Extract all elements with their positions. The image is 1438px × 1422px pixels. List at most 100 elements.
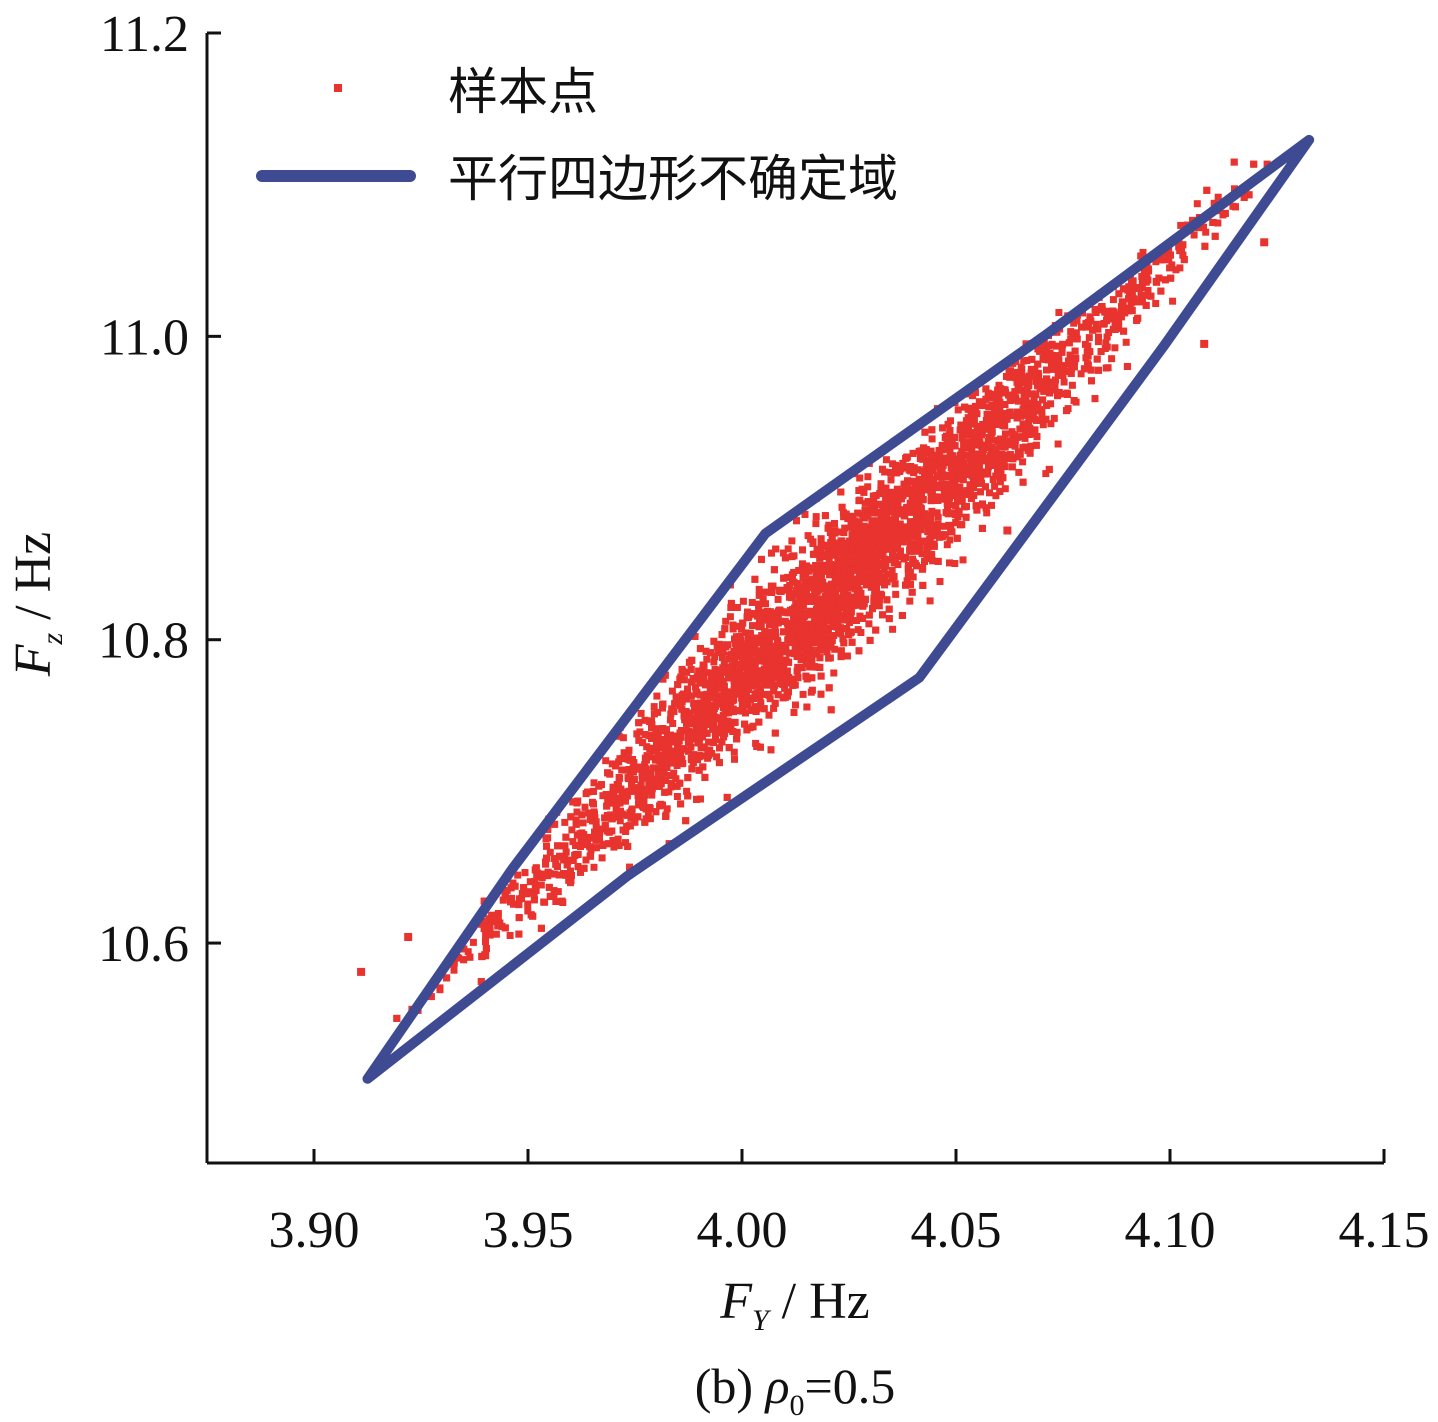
sample-point	[1035, 407, 1043, 415]
sample-point	[692, 683, 699, 691]
sample-point	[887, 469, 895, 477]
sample-point	[1008, 428, 1016, 436]
sample-point	[822, 567, 830, 575]
sample-point	[620, 749, 628, 757]
sample-point	[659, 736, 667, 744]
sample-point	[597, 825, 605, 833]
sample-point	[724, 717, 732, 725]
sample-point	[703, 669, 711, 677]
sample-point	[604, 798, 612, 806]
sample-point	[1157, 256, 1165, 264]
sample-point	[995, 462, 1003, 470]
sample-point	[755, 600, 763, 608]
sample-point	[933, 509, 941, 517]
sample-point	[518, 895, 525, 902]
sample-point	[767, 746, 775, 754]
sample-point	[866, 568, 874, 576]
sample-point	[847, 629, 854, 637]
sample-point	[879, 465, 886, 473]
sample-point	[649, 780, 656, 788]
sample-point	[841, 578, 849, 586]
sample-point	[967, 443, 975, 451]
sample-point	[870, 598, 878, 606]
sample-point	[1155, 274, 1163, 282]
sample-point	[787, 628, 795, 636]
sample-point	[1203, 186, 1211, 194]
sample-point	[849, 559, 857, 567]
sample-point	[1125, 295, 1132, 303]
sample-point	[486, 924, 494, 932]
sample-point	[978, 470, 986, 478]
sample-point	[481, 918, 489, 926]
sample-point	[907, 532, 915, 540]
sample-point	[754, 667, 762, 675]
sample-point	[592, 831, 600, 839]
sample-point	[770, 670, 778, 678]
sample-point	[782, 693, 789, 701]
sample-point	[946, 427, 954, 434]
sample-point	[755, 674, 763, 682]
sample-point	[913, 562, 920, 570]
sample-point	[720, 733, 728, 741]
sample-point	[917, 526, 925, 534]
sample-point	[838, 503, 846, 511]
sample-point	[872, 569, 879, 576]
sample-point	[667, 783, 675, 791]
sample-point	[933, 472, 941, 480]
sample-point	[765, 636, 773, 644]
sample-point	[853, 548, 861, 556]
sample-point	[681, 713, 689, 721]
sample-point	[880, 502, 888, 510]
sample-point	[744, 640, 752, 648]
sample-point	[510, 900, 518, 908]
sample-point	[1038, 413, 1046, 421]
sample-point	[966, 481, 974, 489]
sample-point	[834, 569, 842, 577]
sample-point	[961, 490, 969, 498]
sample-point	[803, 675, 811, 683]
sample-point	[764, 648, 772, 656]
sample-point	[709, 707, 717, 715]
sample-point	[840, 582, 848, 590]
sample-point	[1142, 301, 1150, 309]
sample-point	[775, 607, 782, 615]
sample-point	[482, 931, 490, 939]
sample-point	[941, 531, 949, 539]
sample-point	[669, 720, 677, 727]
sample-point	[704, 714, 711, 722]
sample-point	[831, 592, 839, 600]
sample-point	[807, 610, 815, 618]
sample-point	[919, 467, 927, 475]
sample-point	[1161, 276, 1169, 284]
sample-point	[657, 727, 664, 735]
sample-point	[920, 537, 928, 545]
sample-point	[958, 434, 966, 442]
sample-point	[630, 759, 638, 767]
sample-point	[1021, 434, 1029, 442]
sample-point	[914, 543, 922, 551]
sample-point	[826, 529, 834, 536]
sample-point	[948, 459, 956, 467]
sample-point	[550, 855, 558, 862]
sample-point	[881, 523, 889, 531]
sample-point	[602, 791, 610, 799]
sample-point	[480, 925, 488, 933]
sample-point	[877, 486, 885, 494]
sample-point	[653, 740, 660, 748]
sample-point	[980, 457, 988, 465]
sample-point	[624, 774, 632, 782]
sample-point	[878, 591, 886, 599]
sample-point	[857, 539, 865, 547]
sample-point	[450, 959, 458, 967]
sample-point	[778, 647, 786, 655]
sample-point	[805, 584, 813, 592]
sample-point	[942, 491, 950, 499]
sample-point	[805, 627, 813, 635]
sample-point	[589, 787, 597, 795]
sample-point	[866, 636, 874, 644]
sample-point	[1123, 363, 1131, 370]
sample-point	[1032, 371, 1040, 379]
sample-point	[793, 667, 801, 675]
sample-point	[759, 595, 767, 603]
sample-point	[731, 755, 738, 763]
